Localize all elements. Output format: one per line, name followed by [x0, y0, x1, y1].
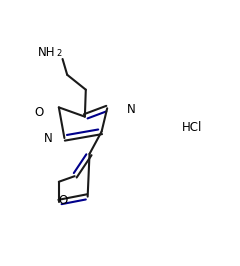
Text: O: O	[35, 106, 44, 119]
Text: 2: 2	[57, 49, 62, 59]
Text: N: N	[127, 103, 135, 116]
Text: O: O	[58, 194, 67, 207]
Text: NH: NH	[38, 46, 56, 59]
Text: HCl: HCl	[182, 121, 202, 134]
Text: N: N	[44, 132, 52, 146]
